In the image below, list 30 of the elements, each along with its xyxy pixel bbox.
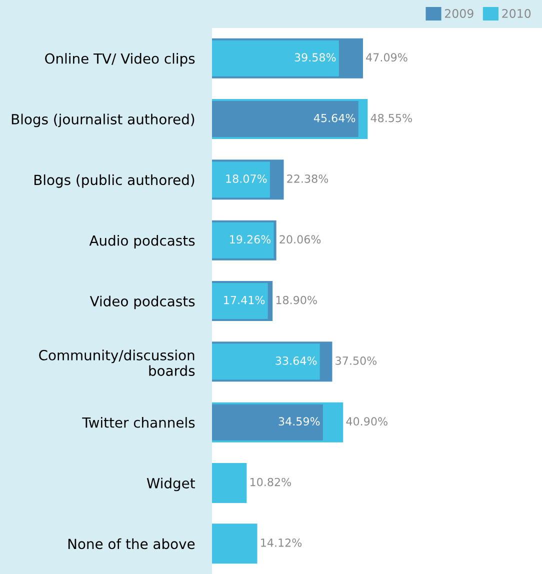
- data-label: 20.06%: [280, 235, 321, 244]
- y-tick-label: Blogs (journalist authored): [12, 114, 194, 128]
- bar: [212, 40, 339, 76]
- data-label: 45.64%: [314, 114, 356, 122]
- y-tick-label: Audio podcasts: [89, 235, 195, 248]
- data-label: 40.90%: [346, 417, 388, 426]
- y-tick-label: Widget: [146, 478, 195, 492]
- y-tick-label: Community/discussion boards: [39, 350, 195, 376]
- bar: [212, 344, 320, 380]
- data-label: 18.07%: [226, 174, 267, 183]
- data-label: 10.82%: [250, 478, 292, 486]
- y-tick-label: Twitter channels: [82, 417, 195, 428]
- y-tick-label: Video podcasts: [90, 296, 195, 310]
- data-label: 39.58%: [294, 53, 336, 62]
- data-label: 17.41%: [224, 296, 265, 304]
- data-label: 14.12%: [261, 538, 302, 547]
- legend-label: 2010: [502, 9, 531, 18]
- y-tick-label: Online TV/ Video clips: [45, 53, 195, 66]
- bar: [212, 162, 270, 198]
- data-label: 22.38%: [287, 174, 328, 183]
- legend-label: 2009: [444, 9, 474, 18]
- y-tick-label: Blogs (public authored): [34, 174, 194, 188]
- y-tick-label: None of the above: [68, 538, 195, 550]
- data-label: 34.59%: [278, 417, 320, 426]
- data-label: 37.50%: [336, 356, 377, 365]
- data-label: 48.55%: [370, 114, 412, 122]
- data-label: 47.09%: [366, 53, 408, 62]
- data-label: 19.26%: [230, 235, 271, 244]
- data-label: 18.90%: [276, 296, 317, 304]
- data-label: 33.64%: [276, 356, 317, 365]
